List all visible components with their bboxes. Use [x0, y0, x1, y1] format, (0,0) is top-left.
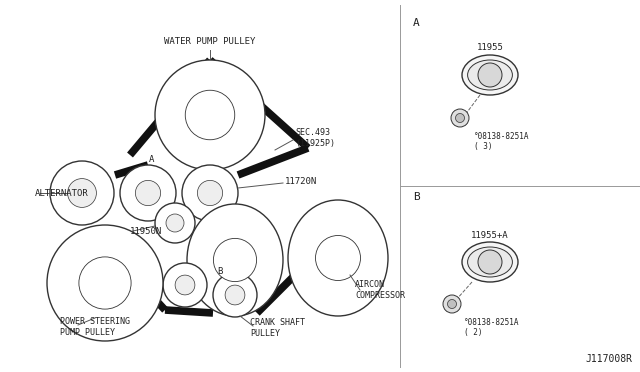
Text: POWER STEERING
PUMP PULLEY: POWER STEERING PUMP PULLEY: [60, 317, 130, 337]
Text: ALTERNATOR: ALTERNATOR: [35, 189, 89, 198]
Ellipse shape: [462, 55, 518, 95]
Text: °08138-8251A
( 3): °08138-8251A ( 3): [474, 132, 529, 151]
Ellipse shape: [50, 161, 114, 225]
Text: AIRCON
COMPRESSOR: AIRCON COMPRESSOR: [355, 280, 405, 300]
Ellipse shape: [187, 204, 283, 316]
Text: CRANK SHAFT
PULLEY: CRANK SHAFT PULLEY: [250, 318, 305, 338]
Ellipse shape: [166, 214, 184, 232]
Ellipse shape: [182, 165, 238, 221]
Ellipse shape: [197, 180, 223, 206]
Ellipse shape: [468, 247, 513, 277]
Text: A: A: [413, 18, 420, 28]
Circle shape: [456, 113, 465, 122]
Text: 11955: 11955: [477, 44, 504, 52]
Ellipse shape: [213, 273, 257, 317]
Text: °08138-8251A
( 2): °08138-8251A ( 2): [464, 318, 520, 337]
Ellipse shape: [155, 60, 265, 170]
Ellipse shape: [79, 257, 131, 309]
Text: B: B: [413, 192, 420, 202]
Ellipse shape: [288, 200, 388, 316]
Ellipse shape: [68, 179, 97, 208]
Circle shape: [451, 109, 469, 127]
Ellipse shape: [155, 203, 195, 243]
Text: 11955+A: 11955+A: [471, 231, 509, 240]
Ellipse shape: [478, 63, 502, 87]
Text: J117008R: J117008R: [585, 354, 632, 364]
Ellipse shape: [120, 165, 176, 221]
Ellipse shape: [468, 60, 513, 90]
Ellipse shape: [185, 90, 235, 140]
Text: 11950N: 11950N: [130, 228, 163, 237]
Ellipse shape: [175, 275, 195, 295]
Ellipse shape: [213, 238, 257, 282]
Text: SEC.493
(11925P): SEC.493 (11925P): [295, 128, 335, 148]
Text: A: A: [149, 155, 155, 164]
Text: 11720N: 11720N: [285, 177, 317, 186]
Ellipse shape: [316, 235, 360, 280]
Ellipse shape: [225, 285, 245, 305]
Ellipse shape: [47, 225, 163, 341]
Text: B: B: [218, 267, 223, 276]
Circle shape: [447, 299, 456, 308]
Ellipse shape: [478, 250, 502, 274]
Ellipse shape: [462, 242, 518, 282]
Ellipse shape: [163, 263, 207, 307]
Circle shape: [443, 295, 461, 313]
Ellipse shape: [136, 180, 161, 206]
Text: WATER PUMP PULLEY: WATER PUMP PULLEY: [164, 38, 256, 46]
